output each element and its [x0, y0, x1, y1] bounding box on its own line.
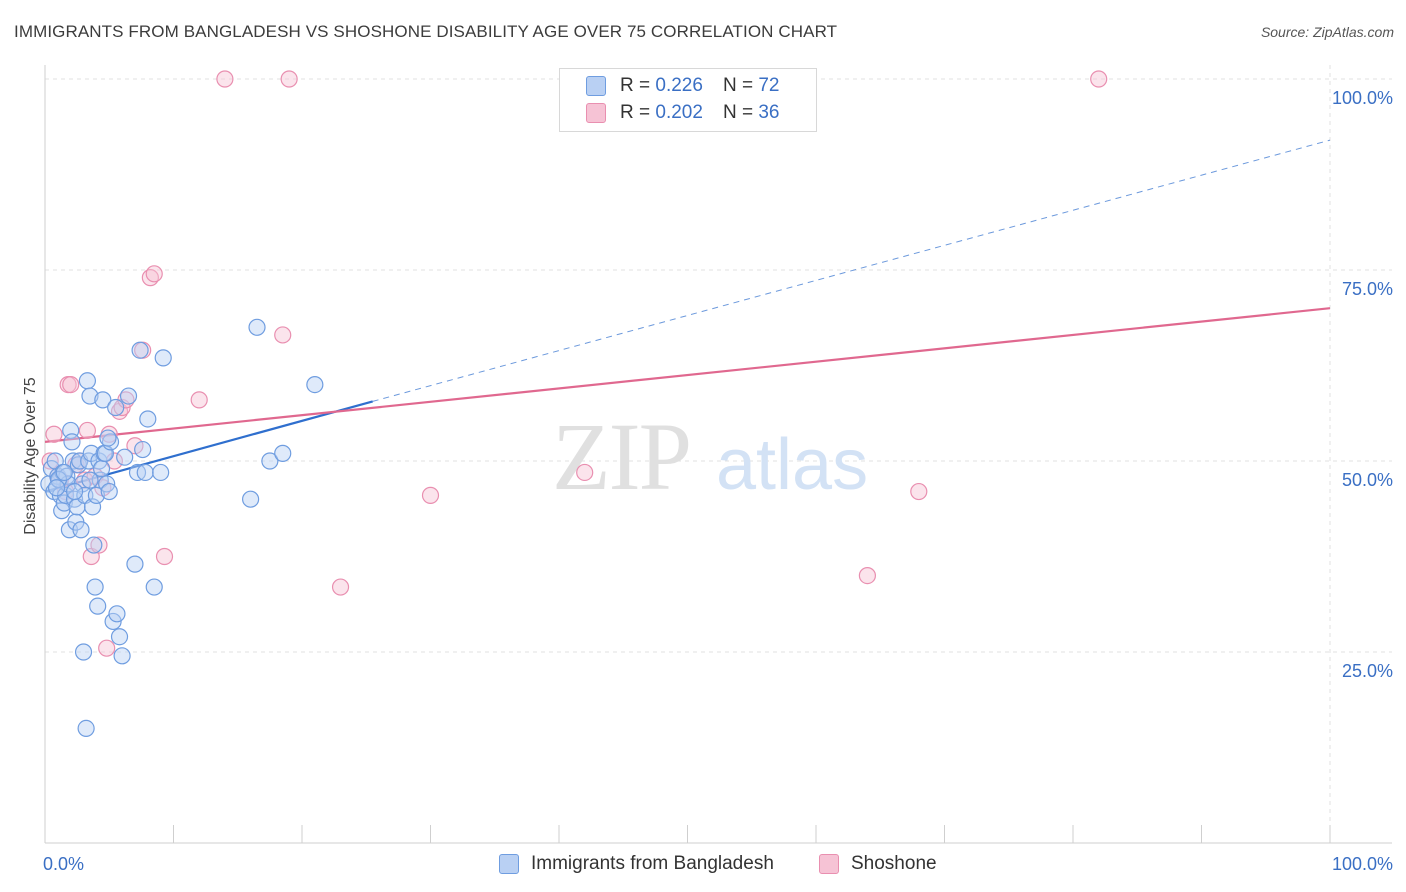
point-bangladesh	[47, 479, 66, 497]
point-shoshone	[910, 482, 928, 501]
x-tick-label: 100.0%	[1332, 854, 1393, 874]
n-value: 36	[758, 102, 780, 123]
point-bangladesh	[81, 471, 99, 489]
point-shoshone	[98, 639, 116, 657]
point-shoshone	[90, 536, 108, 554]
point-bangladesh	[72, 521, 90, 539]
point-bangladesh	[49, 470, 68, 488]
point-bangladesh	[136, 463, 154, 482]
trend-line-shoshone	[44, 307, 1331, 443]
point-bangladesh	[63, 433, 81, 451]
point-bangladesh	[134, 440, 152, 459]
legend-swatch-pink	[586, 103, 606, 123]
y-tick-label: 25.0%	[1342, 661, 1393, 681]
point-bangladesh	[274, 444, 292, 462]
point-shoshone	[145, 265, 163, 283]
legend-label: Shoshone	[851, 853, 937, 874]
tick-labels: 25.0% 50.0% 75.0% 100.0% 0.0% 100.0%	[43, 88, 1393, 874]
point-bangladesh	[77, 719, 95, 738]
legend-item-shoshone[interactable]: Shoshone	[819, 852, 937, 876]
legend-swatch-blue	[586, 76, 606, 96]
grid-lines	[45, 65, 1392, 843]
legend-label: Immigrants from Bangladesh	[531, 853, 774, 874]
legend-swatch-pink	[819, 854, 839, 874]
r-value: 0.226	[655, 75, 703, 96]
point-bangladesh	[116, 448, 134, 466]
point-bangladesh	[65, 482, 84, 501]
point-shoshone	[331, 578, 350, 596]
point-shoshone	[62, 376, 80, 394]
point-shoshone	[190, 391, 208, 409]
point-shoshone	[858, 566, 877, 585]
y-tick-label: 75.0%	[1342, 279, 1393, 299]
point-shoshone	[126, 437, 144, 455]
r-label: R =	[620, 75, 651, 96]
legend-row-bangladesh: R = 0.226 N = 72	[586, 74, 779, 98]
point-bangladesh	[110, 628, 129, 646]
point-bangladesh	[126, 555, 144, 573]
x-tick-label: 0.0%	[43, 854, 84, 874]
point-shoshone	[280, 70, 298, 88]
point-bangladesh	[154, 349, 172, 367]
r-label: R =	[620, 102, 651, 123]
n-label: N =	[722, 102, 754, 123]
point-bangladesh	[94, 391, 112, 409]
source-label: Source: ZipAtlas.com	[1260, 24, 1394, 40]
point-shoshone	[1090, 70, 1108, 88]
point-shoshone	[576, 463, 594, 482]
point-bangladesh	[99, 429, 117, 447]
n-label: N =	[722, 75, 754, 96]
legend-item-bangladesh[interactable]: Immigrants from Bangladesh	[499, 852, 774, 876]
point-shoshone	[45, 425, 63, 443]
axes	[44, 65, 1392, 844]
point-shoshone	[78, 421, 97, 440]
point-shoshone	[216, 70, 234, 88]
watermark: ZIP atlas	[552, 403, 868, 510]
point-bangladesh	[139, 410, 157, 428]
watermark-zip: ZIP	[552, 403, 690, 510]
n-value: 72	[758, 75, 780, 96]
point-bangladesh	[86, 578, 104, 596]
legend-row-shoshone: R = 0.202 N = 36	[586, 101, 779, 125]
point-bangladesh	[131, 341, 149, 359]
correlation-legend: R = 0.226 N = 72 R = 0.202 N = 36	[559, 68, 817, 132]
point-bangladesh	[248, 318, 266, 336]
y-tick-label: 50.0%	[1342, 470, 1393, 490]
trend-line-bangladesh-extension	[372, 139, 1331, 402]
data-points	[40, 70, 1108, 738]
point-bangladesh	[107, 398, 125, 417]
point-bangladesh	[306, 376, 324, 394]
point-shoshone	[155, 547, 174, 566]
point-bangladesh	[100, 482, 118, 501]
point-bangladesh	[81, 387, 99, 405]
chart-title: IMMIGRANTS FROM BANGLADESH VS SHOSHONE D…	[14, 22, 838, 41]
point-shoshone	[421, 486, 440, 504]
point-bangladesh	[119, 387, 138, 405]
point-bangladesh	[145, 578, 163, 596]
point-bangladesh	[74, 643, 93, 661]
y-tick-label: 100.0%	[1332, 88, 1393, 108]
point-bangladesh	[113, 647, 131, 665]
point-bangladesh	[152, 463, 170, 482]
point-bangladesh	[85, 536, 103, 554]
point-shoshone	[274, 326, 292, 344]
legend-swatch-blue	[499, 854, 519, 874]
point-bangladesh	[55, 463, 73, 482]
watermark-atlas: atlas	[716, 425, 868, 505]
point-bangladesh	[108, 605, 126, 623]
point-bangladesh	[261, 452, 279, 470]
y-axis-label: Disability Age Over 75	[22, 377, 39, 535]
point-bangladesh	[78, 372, 97, 390]
point-bangladesh	[89, 597, 107, 615]
point-bangladesh	[242, 490, 260, 508]
r-value: 0.202	[655, 102, 703, 123]
